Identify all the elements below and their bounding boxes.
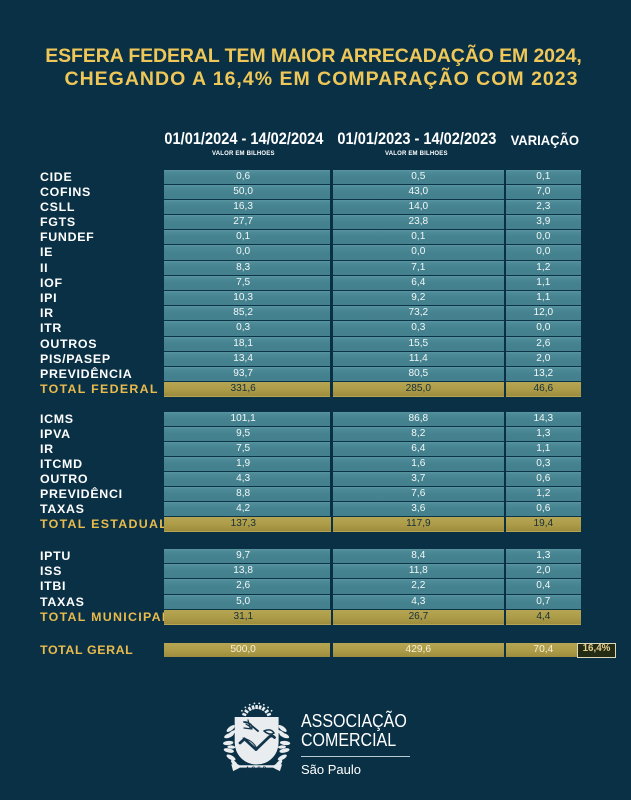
svg-text:A.C.S.P.: A.C.S.P. bbox=[246, 767, 268, 773]
